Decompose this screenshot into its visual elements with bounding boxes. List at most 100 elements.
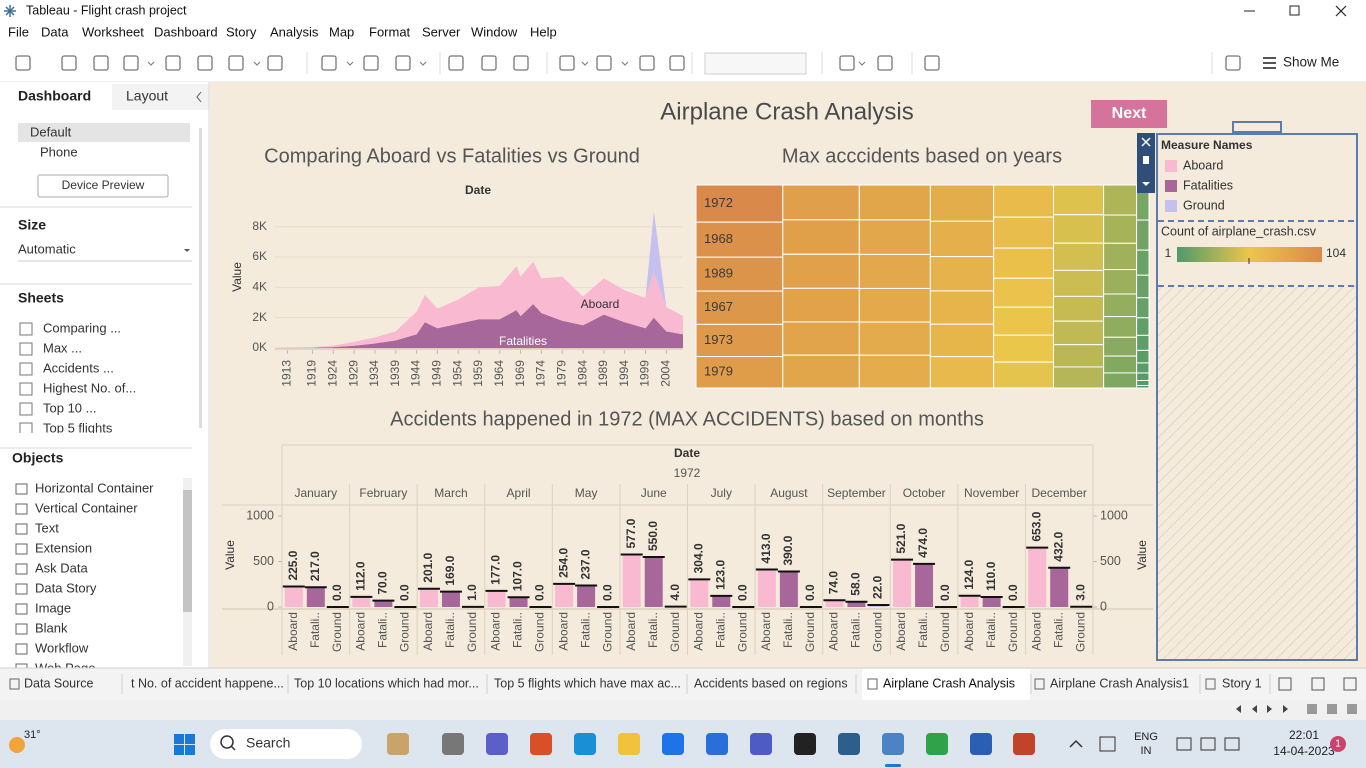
toolbar-button[interactable] <box>639 55 655 71</box>
taskbar-app[interactable] <box>662 733 684 755</box>
legend-close[interactable] <box>1141 137 1151 147</box>
start-button[interactable] <box>185 745 195 755</box>
toolbar-button[interactable] <box>61 55 77 71</box>
device-item[interactable]: Default <box>30 124 72 139</box>
view-button[interactable] <box>1347 704 1357 714</box>
sheet-tab[interactable]: Top 10 locations which had mor... <box>294 676 479 690</box>
sheet-tab[interactable]: t No. of accident happene... <box>131 676 284 690</box>
sheet-nav[interactable] <box>1236 705 1241 713</box>
menu-item[interactable]: Help <box>530 24 557 39</box>
sheet-nav[interactable] <box>1267 705 1272 713</box>
sheet-tab[interactable]: Airplane Crash Analysis1 <box>1050 676 1189 690</box>
taskbar-app[interactable] <box>1013 733 1035 755</box>
toolbar-button[interactable] <box>448 55 464 71</box>
tray-chevron[interactable] <box>1069 739 1083 748</box>
notification-badge[interactable] <box>1330 736 1346 752</box>
toolbar-button[interactable] <box>669 55 685 71</box>
toolbar-button[interactable] <box>924 55 940 71</box>
legend-pin[interactable] <box>1143 156 1149 164</box>
object-item[interactable]: Data Story <box>35 580 97 595</box>
start-button[interactable] <box>174 745 184 755</box>
sheet-tab[interactable]: Data Source <box>24 676 94 690</box>
taskbar-app[interactable] <box>750 733 772 755</box>
tray-icon[interactable] <box>1176 737 1192 751</box>
size-dropdown[interactable]: Automatic <box>18 241 76 256</box>
start-button[interactable] <box>174 734 184 744</box>
sheet-item[interactable]: Top 5 flights <box>43 420 113 435</box>
object-item[interactable]: Ask Data <box>35 560 89 575</box>
object-item[interactable]: Image <box>35 600 71 615</box>
object-item[interactable]: Vertical Container <box>35 500 138 515</box>
toolbar-button[interactable] <box>93 55 109 71</box>
toolbar-button[interactable] <box>363 55 379 71</box>
toolbar-button[interactable] <box>481 55 497 71</box>
menu-item[interactable]: Server <box>422 24 461 39</box>
taskbar-app[interactable] <box>618 733 640 755</box>
taskbar-app[interactable] <box>706 733 728 755</box>
toolbar-button[interactable] <box>877 55 893 71</box>
device-preview-button[interactable] <box>37 174 169 198</box>
device-item[interactable]: Phone <box>40 144 78 159</box>
sheet-item[interactable]: Comparing ... <box>43 320 121 335</box>
toolbar-button[interactable] <box>321 55 337 71</box>
view-button[interactable] <box>1327 704 1337 714</box>
toolbar-button[interactable] <box>267 55 283 71</box>
legend-menu[interactable] <box>1142 182 1150 186</box>
tray-icon[interactable] <box>1224 737 1240 751</box>
toolbar-button[interactable] <box>1225 55 1241 71</box>
search-box[interactable] <box>210 729 362 759</box>
tray-icon[interactable] <box>1099 736 1116 752</box>
panel-tab[interactable]: Dashboard <box>18 88 91 104</box>
taskbar-app[interactable] <box>442 733 464 755</box>
objects-scroll-thumb[interactable] <box>183 490 192 612</box>
sheet-item[interactable]: Accidents ... <box>43 360 114 375</box>
sheet-item[interactable]: Highest No. of... <box>43 380 136 395</box>
menu-item[interactable]: Format <box>369 24 411 39</box>
object-item[interactable]: Horizontal Container <box>35 480 154 495</box>
object-item[interactable]: Workflow <box>35 640 89 655</box>
menu-item[interactable]: Dashboard <box>154 24 218 39</box>
maximize-button[interactable] <box>1289 5 1300 16</box>
toolbar-button[interactable] <box>395 55 411 71</box>
toolbar-button[interactable] <box>596 55 612 71</box>
taskbar-app[interactable] <box>486 733 508 755</box>
new-sheet-button[interactable] <box>1311 677 1325 691</box>
menu-item[interactable]: Window <box>471 24 518 39</box>
object-item[interactable]: Extension <box>35 540 92 555</box>
taskbar-app[interactable] <box>387 733 409 755</box>
tray-icon[interactable] <box>1200 737 1216 751</box>
sheet-tab[interactable]: Accidents based on regions <box>694 676 848 690</box>
toolbar-button[interactable] <box>197 55 213 71</box>
taskbar-app[interactable] <box>926 733 948 755</box>
sheet-item[interactable]: Max ... <box>43 340 82 355</box>
sheet-nav[interactable] <box>1252 705 1257 713</box>
taskbar-app[interactable] <box>574 733 596 755</box>
toolbar-button[interactable] <box>165 55 181 71</box>
show-me-button[interactable]: Show Me <box>1283 55 1339 70</box>
menu-item[interactable]: Analysis <box>270 24 319 39</box>
fit-dropdown[interactable] <box>704 52 807 75</box>
panel-tab[interactable]: Layout <box>126 88 168 104</box>
taskbar-app[interactable] <box>794 733 816 755</box>
new-sheet-button[interactable] <box>1278 677 1292 691</box>
toolbar-button[interactable] <box>839 55 855 71</box>
sheet-item[interactable]: Top 10 ... <box>43 400 96 415</box>
sheet-tab[interactable]: Story 1 <box>1222 676 1262 690</box>
toolbar-button[interactable] <box>228 55 244 71</box>
taskbar-app[interactable] <box>530 733 552 755</box>
menu-item[interactable]: Map <box>329 24 354 39</box>
view-button[interactable] <box>1307 704 1317 714</box>
menu-item[interactable]: File <box>8 24 29 39</box>
sheet-nav[interactable] <box>1283 705 1288 713</box>
new-sheet-button[interactable] <box>1343 677 1357 691</box>
next-button[interactable] <box>1091 100 1167 128</box>
toolbar-button[interactable] <box>15 55 31 71</box>
toolbar-button[interactable] <box>559 55 575 71</box>
menu-item[interactable]: Worksheet <box>82 24 144 39</box>
taskbar-app[interactable] <box>882 733 904 755</box>
object-item[interactable]: Blank <box>35 620 68 635</box>
collapse-button[interactable] <box>196 91 202 103</box>
toolbar-button[interactable] <box>123 55 139 71</box>
menu-item[interactable]: Story <box>226 24 257 39</box>
toolbar-button[interactable] <box>513 55 529 71</box>
